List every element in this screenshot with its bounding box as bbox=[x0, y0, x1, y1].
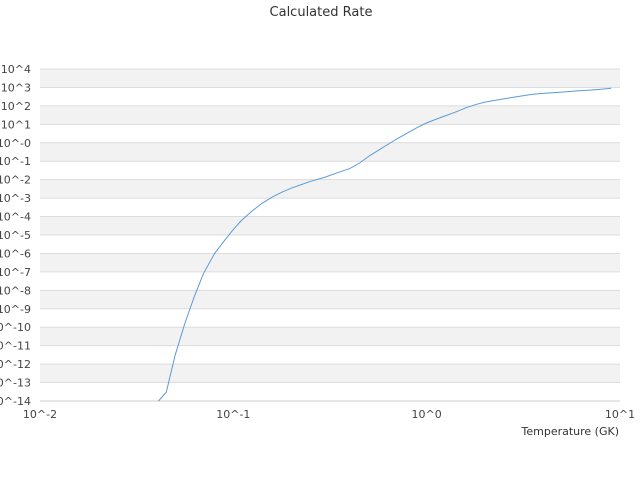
data-point bbox=[503, 98, 504, 99]
data-point bbox=[561, 91, 562, 92]
data-point bbox=[166, 392, 167, 393]
data-point bbox=[184, 323, 185, 324]
y-tick-label: 10^-12 bbox=[0, 358, 31, 371]
y-tick-label: 10^-8 bbox=[0, 284, 31, 297]
series-group bbox=[158, 87, 612, 402]
data-point bbox=[611, 88, 612, 89]
data-point bbox=[454, 112, 455, 113]
grid-band bbox=[40, 290, 620, 309]
x-tick-label: 10^-1 bbox=[216, 408, 250, 421]
grid-band bbox=[40, 271, 620, 291]
x-tick-label: 10^-2 bbox=[23, 408, 57, 421]
data-point bbox=[233, 229, 234, 230]
y-tick-label: 10^-2 bbox=[0, 174, 31, 187]
data-point bbox=[466, 107, 467, 108]
data-point bbox=[359, 162, 360, 163]
grid-band bbox=[40, 364, 620, 383]
data-point bbox=[601, 89, 602, 90]
x-tick-label: 10^1 bbox=[605, 408, 635, 421]
data-point bbox=[241, 220, 242, 221]
y-tick-label: 10^-13 bbox=[0, 377, 31, 390]
grid-band bbox=[40, 124, 620, 143]
data-point bbox=[158, 400, 159, 401]
y-tick-label: 10^1 bbox=[1, 118, 31, 131]
data-point bbox=[518, 96, 519, 97]
y-tick-label: 10^4 bbox=[1, 63, 31, 76]
grid-band bbox=[40, 345, 620, 365]
y-tick-label: 10^-4 bbox=[0, 211, 31, 224]
data-point bbox=[542, 93, 543, 94]
x-axis-title: Temperature (GK) bbox=[521, 425, 620, 438]
data-point bbox=[175, 355, 176, 356]
data-point bbox=[577, 90, 578, 91]
grid-band bbox=[40, 142, 620, 162]
y-tick-label: 10^-1 bbox=[0, 155, 31, 168]
grid-band bbox=[40, 161, 620, 180]
data-point bbox=[194, 295, 195, 296]
y-tick-label: 10^2 bbox=[1, 100, 31, 113]
grid-band bbox=[40, 69, 620, 88]
data-point bbox=[396, 138, 397, 139]
y-tick-label: 10^-5 bbox=[0, 229, 31, 242]
data-point bbox=[214, 253, 215, 254]
y-tick-label: 10^3 bbox=[1, 81, 31, 94]
y-axis-ticks: 10^-14 10^-13 10^-12 10^-11 10^-10 10^-9 10^-8… bbox=[0, 63, 31, 408]
grid-band bbox=[40, 105, 620, 125]
data-point bbox=[531, 94, 532, 95]
data-point bbox=[203, 273, 204, 274]
y-tick-label: 10^-7 bbox=[0, 266, 31, 279]
data-point bbox=[338, 172, 339, 173]
y-tick-label: 10^-3 bbox=[0, 192, 31, 205]
grid-band bbox=[40, 179, 620, 199]
data-point bbox=[282, 191, 283, 192]
data-point bbox=[224, 240, 225, 241]
data-point bbox=[325, 176, 326, 177]
grid-band bbox=[40, 235, 620, 254]
grid-band bbox=[40, 198, 620, 217]
x-axis-ticks: 10^-2 10^-1 10^0 10^1 bbox=[23, 408, 635, 421]
data-point bbox=[417, 127, 418, 128]
data-point bbox=[368, 156, 369, 157]
grid-band bbox=[40, 327, 620, 346]
grid-band bbox=[40, 382, 620, 401]
chart-title: Calculated Rate bbox=[270, 5, 373, 20]
grid-band bbox=[40, 253, 620, 272]
grid-band bbox=[40, 87, 620, 106]
y-tick-label: 10^-9 bbox=[0, 303, 31, 316]
y-tick-label: 10^-10 bbox=[0, 321, 31, 334]
grid-band bbox=[40, 308, 620, 328]
data-point bbox=[589, 89, 590, 90]
data-point bbox=[407, 132, 408, 133]
data-point bbox=[383, 146, 384, 147]
y-tick-label: 10^-14 bbox=[0, 395, 31, 408]
data-point bbox=[349, 168, 350, 169]
data-point bbox=[299, 185, 300, 186]
data-point bbox=[441, 116, 442, 117]
data-point bbox=[272, 196, 273, 197]
y-tick-label: 10^-0 bbox=[0, 137, 31, 150]
y-tick-label: 10^-6 bbox=[0, 247, 31, 260]
data-point bbox=[291, 187, 292, 188]
data-point bbox=[251, 210, 252, 211]
x-tick-label: 10^0 bbox=[412, 408, 442, 421]
y-tick-label: 10^-11 bbox=[0, 340, 31, 353]
data-point bbox=[310, 181, 311, 182]
grid-bands bbox=[40, 68, 620, 401]
grid-band bbox=[40, 216, 620, 235]
data-point bbox=[261, 203, 262, 204]
series-line bbox=[158, 87, 612, 402]
data-point bbox=[475, 104, 476, 105]
data-point bbox=[426, 122, 427, 123]
data-point bbox=[484, 102, 485, 103]
